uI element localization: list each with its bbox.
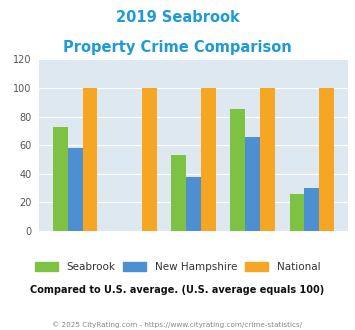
Bar bbox=[290, 194, 304, 231]
Text: © 2025 CityRating.com - https://www.cityrating.com/crime-statistics/: © 2025 CityRating.com - https://www.city… bbox=[53, 322, 302, 328]
Bar bbox=[171, 155, 186, 231]
Bar bbox=[230, 110, 245, 231]
Bar bbox=[68, 148, 83, 231]
Bar bbox=[319, 88, 334, 231]
Bar bbox=[53, 127, 68, 231]
Bar bbox=[201, 88, 215, 231]
Text: 2019 Seabrook: 2019 Seabrook bbox=[116, 10, 239, 25]
Bar bbox=[83, 88, 97, 231]
Text: Property Crime Comparison: Property Crime Comparison bbox=[63, 40, 292, 54]
Bar bbox=[304, 188, 319, 231]
Bar bbox=[142, 88, 157, 231]
Legend: Seabrook, New Hampshire, National: Seabrook, New Hampshire, National bbox=[31, 258, 324, 276]
Bar bbox=[260, 88, 275, 231]
Text: Compared to U.S. average. (U.S. average equals 100): Compared to U.S. average. (U.S. average … bbox=[31, 285, 324, 295]
Bar bbox=[186, 177, 201, 231]
Bar bbox=[245, 137, 260, 231]
